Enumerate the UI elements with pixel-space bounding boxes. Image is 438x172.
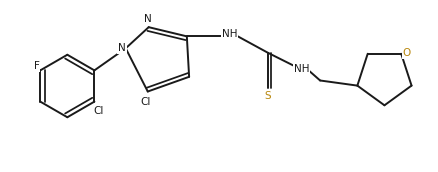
Text: N: N: [144, 14, 152, 24]
Text: N: N: [118, 43, 126, 53]
Text: Cl: Cl: [140, 97, 151, 107]
Text: F: F: [34, 61, 39, 71]
Text: O: O: [403, 48, 411, 58]
Text: NH: NH: [222, 29, 237, 39]
Text: S: S: [265, 91, 272, 101]
Text: NH: NH: [294, 63, 310, 74]
Text: Cl: Cl: [93, 106, 103, 116]
